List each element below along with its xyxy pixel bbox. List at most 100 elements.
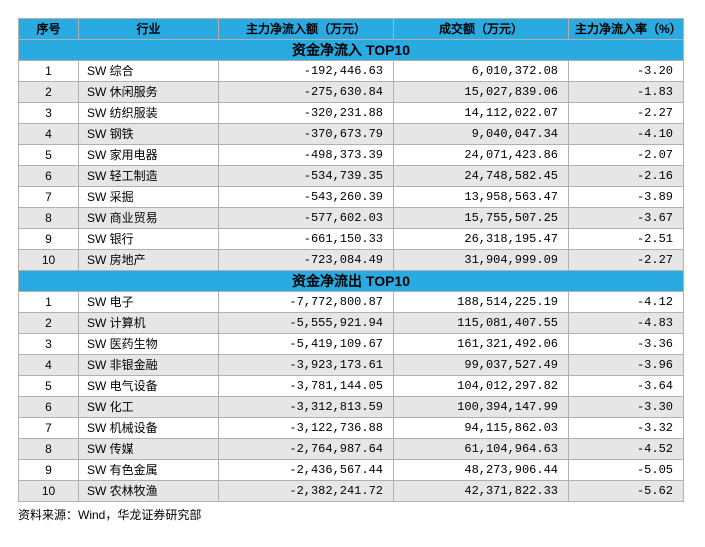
cell-index: 9 xyxy=(19,229,79,250)
cell-volume: 24,071,423.86 xyxy=(394,145,569,166)
cell-net-inflow: -2,382,241.72 xyxy=(219,481,394,502)
cell-rate: -4.83 xyxy=(569,313,684,334)
cell-volume: 99,037,527.49 xyxy=(394,355,569,376)
cell-industry: SW 医药生物 xyxy=(79,334,219,355)
cell-industry: SW 农林牧渔 xyxy=(79,481,219,502)
fund-flow-table: 序号行业主力净流入额（万元）成交额（万元）主力净流入率（%） 资金净流入 TOP… xyxy=(18,18,684,502)
section-title: 资金净流出 TOP10 xyxy=(19,271,684,292)
col-header-0: 序号 xyxy=(19,19,79,40)
cell-net-inflow: -2,764,987.64 xyxy=(219,439,394,460)
cell-net-inflow: -192,446.63 xyxy=(219,61,394,82)
cell-net-inflow: -275,630.84 xyxy=(219,82,394,103)
cell-net-inflow: -3,923,173.61 xyxy=(219,355,394,376)
cell-index: 8 xyxy=(19,439,79,460)
cell-volume: 188,514,225.19 xyxy=(394,292,569,313)
cell-volume: 15,027,839.06 xyxy=(394,82,569,103)
cell-net-inflow: -7,772,800.87 xyxy=(219,292,394,313)
table-row: 2SW 休闲服务-275,630.8415,027,839.06-1.83 xyxy=(19,82,684,103)
table-row: 6SW 化工-3,312,813.59100,394,147.99-3.30 xyxy=(19,397,684,418)
cell-volume: 31,904,999.09 xyxy=(394,250,569,271)
cell-volume: 26,318,195.47 xyxy=(394,229,569,250)
cell-net-inflow: -5,419,109.67 xyxy=(219,334,394,355)
table-row: 4SW 非银金融-3,923,173.6199,037,527.49-3.96 xyxy=(19,355,684,376)
cell-industry: SW 电气设备 xyxy=(79,376,219,397)
table-row: 10SW 农林牧渔-2,382,241.7242,371,822.33-5.62 xyxy=(19,481,684,502)
cell-industry: SW 综合 xyxy=(79,61,219,82)
cell-net-inflow: -3,312,813.59 xyxy=(219,397,394,418)
cell-industry: SW 传媒 xyxy=(79,439,219,460)
table-row: 5SW 家用电器-498,373.3924,071,423.86-2.07 xyxy=(19,145,684,166)
cell-index: 10 xyxy=(19,481,79,502)
cell-rate: -2.51 xyxy=(569,229,684,250)
cell-index: 7 xyxy=(19,187,79,208)
table-row: 6SW 轻工制造-534,739.3524,748,582.45-2.16 xyxy=(19,166,684,187)
source-note: 资料来源：Wind，华龙证券研究部 xyxy=(18,506,687,523)
cell-industry: SW 电子 xyxy=(79,292,219,313)
cell-index: 9 xyxy=(19,460,79,481)
cell-volume: 115,081,407.55 xyxy=(394,313,569,334)
cell-net-inflow: -2,436,567.44 xyxy=(219,460,394,481)
cell-industry: SW 钢铁 xyxy=(79,124,219,145)
col-header-1: 行业 xyxy=(79,19,219,40)
cell-index: 4 xyxy=(19,355,79,376)
table-row: 7SW 采掘-543,260.3913,958,563.47-3.89 xyxy=(19,187,684,208)
cell-net-inflow: -723,084.49 xyxy=(219,250,394,271)
cell-index: 6 xyxy=(19,397,79,418)
cell-volume: 14,112,022.07 xyxy=(394,103,569,124)
cell-rate: -2.07 xyxy=(569,145,684,166)
table-row: 7SW 机械设备-3,122,736.8894,115,862.03-3.32 xyxy=(19,418,684,439)
cell-industry: SW 非银金融 xyxy=(79,355,219,376)
cell-index: 6 xyxy=(19,166,79,187)
cell-rate: -3.30 xyxy=(569,397,684,418)
table-body: 资金净流入 TOP101SW 综合-192,446.636,010,372.08… xyxy=(19,40,684,502)
cell-net-inflow: -3,781,144.05 xyxy=(219,376,394,397)
cell-index: 7 xyxy=(19,418,79,439)
cell-net-inflow: -577,602.03 xyxy=(219,208,394,229)
cell-rate: -2.27 xyxy=(569,250,684,271)
cell-net-inflow: -370,673.79 xyxy=(219,124,394,145)
cell-volume: 48,273,906.44 xyxy=(394,460,569,481)
cell-volume: 61,104,964.63 xyxy=(394,439,569,460)
col-header-3: 成交额（万元） xyxy=(394,19,569,40)
cell-rate: -3.89 xyxy=(569,187,684,208)
cell-industry: SW 化工 xyxy=(79,397,219,418)
cell-index: 4 xyxy=(19,124,79,145)
cell-net-inflow: -5,555,921.94 xyxy=(219,313,394,334)
cell-rate: -3.64 xyxy=(569,376,684,397)
cell-volume: 15,755,507.25 xyxy=(394,208,569,229)
table-row: 5SW 电气设备-3,781,144.05104,012,297.82-3.64 xyxy=(19,376,684,397)
cell-rate: -5.62 xyxy=(569,481,684,502)
cell-net-inflow: -320,231.88 xyxy=(219,103,394,124)
table-row: 9SW 银行-661,150.3326,318,195.47-2.51 xyxy=(19,229,684,250)
cell-rate: -3.36 xyxy=(569,334,684,355)
cell-net-inflow: -534,739.35 xyxy=(219,166,394,187)
cell-volume: 13,958,563.47 xyxy=(394,187,569,208)
table-row: 3SW 纺织服装-320,231.8814,112,022.07-2.27 xyxy=(19,103,684,124)
cell-rate: -3.67 xyxy=(569,208,684,229)
cell-rate: -4.52 xyxy=(569,439,684,460)
col-header-4: 主力净流入率（%） xyxy=(569,19,684,40)
cell-index: 8 xyxy=(19,208,79,229)
cell-net-inflow: -543,260.39 xyxy=(219,187,394,208)
cell-industry: SW 银行 xyxy=(79,229,219,250)
cell-rate: -5.05 xyxy=(569,460,684,481)
cell-industry: SW 有色金属 xyxy=(79,460,219,481)
cell-volume: 24,748,582.45 xyxy=(394,166,569,187)
cell-index: 3 xyxy=(19,103,79,124)
cell-volume: 9,040,047.34 xyxy=(394,124,569,145)
cell-volume: 104,012,297.82 xyxy=(394,376,569,397)
table-row: 8SW 传媒-2,764,987.6461,104,964.63-4.52 xyxy=(19,439,684,460)
table-row: 1SW 电子-7,772,800.87188,514,225.19-4.12 xyxy=(19,292,684,313)
cell-volume: 42,371,822.33 xyxy=(394,481,569,502)
cell-rate: -3.32 xyxy=(569,418,684,439)
cell-index: 2 xyxy=(19,82,79,103)
section-title-row: 资金净流入 TOP10 xyxy=(19,40,684,61)
section-title: 资金净流入 TOP10 xyxy=(19,40,684,61)
table-row: 1SW 综合-192,446.636,010,372.08-3.20 xyxy=(19,61,684,82)
cell-net-inflow: -3,122,736.88 xyxy=(219,418,394,439)
cell-industry: SW 采掘 xyxy=(79,187,219,208)
table-row: 2SW 计算机-5,555,921.94115,081,407.55-4.83 xyxy=(19,313,684,334)
cell-industry: SW 家用电器 xyxy=(79,145,219,166)
cell-volume: 94,115,862.03 xyxy=(394,418,569,439)
cell-volume: 100,394,147.99 xyxy=(394,397,569,418)
